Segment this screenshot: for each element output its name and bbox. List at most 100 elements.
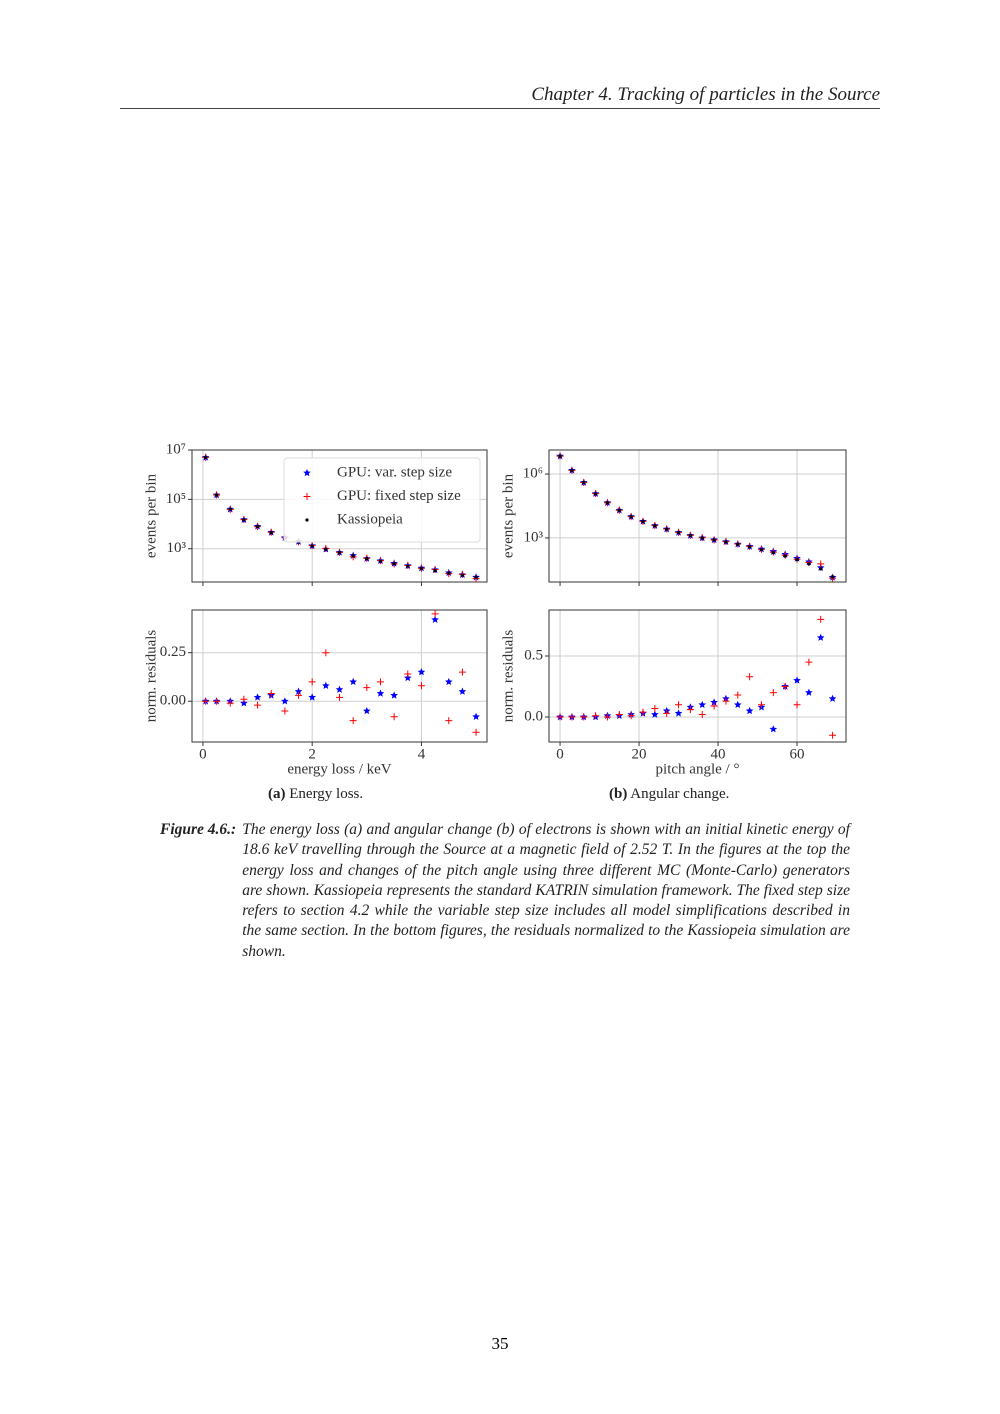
legend-box (283, 457, 481, 543)
plus-marker (349, 717, 357, 725)
plus-marker (592, 712, 600, 720)
plus-marker (417, 682, 425, 690)
dot-marker (783, 554, 787, 558)
plus-marker (281, 707, 289, 715)
dot-marker (712, 538, 716, 542)
y-tick-label: 10⁵ (166, 491, 186, 507)
star-marker (349, 677, 357, 686)
star-marker (417, 668, 426, 676)
y-tick-label: 0.5 (524, 647, 543, 663)
star-marker (698, 700, 707, 709)
dot-marker (653, 523, 657, 528)
plus-marker (675, 701, 683, 709)
y-axis-label: norm. residuals (143, 630, 159, 723)
plus-marker (363, 684, 371, 692)
dot-marker (324, 547, 328, 551)
legend-label: GPU: fixed step size (337, 488, 461, 504)
page-number: 35 (491, 1334, 509, 1353)
plus-marker (805, 658, 813, 666)
star-marker (805, 688, 813, 696)
x-tick-label: 40 (711, 746, 726, 762)
star-marker (294, 687, 303, 695)
dot-marker (214, 493, 219, 497)
plus-marker (651, 704, 659, 712)
dot-marker (558, 454, 562, 458)
y-axis-label: norm. residuals (500, 630, 516, 723)
dot-marker (641, 519, 645, 523)
plus-marker (458, 668, 466, 676)
plus-marker (226, 699, 234, 707)
dot-marker (570, 468, 574, 472)
star-marker (281, 697, 289, 705)
plus-marker (267, 689, 275, 697)
x-tick-label: 20 (632, 746, 647, 762)
dot-marker (305, 518, 309, 522)
star-marker (363, 706, 371, 715)
dot-marker (700, 536, 704, 540)
dot-marker (474, 575, 478, 579)
dot-marker (688, 533, 692, 538)
plus-marker (556, 713, 564, 721)
star-marker (769, 725, 778, 733)
dot-marker (676, 530, 681, 535)
star-marker (710, 698, 718, 706)
plus-marker (817, 615, 825, 623)
plus-marker (663, 709, 671, 717)
dot-marker (795, 558, 799, 562)
subcaption-label: (b) (609, 786, 628, 802)
y-axis-label: events per bin (500, 473, 516, 558)
dot-marker (433, 569, 437, 573)
subcaption: (a) Energy loss. (268, 786, 363, 803)
dot-marker (594, 492, 598, 496)
star-marker (253, 693, 262, 701)
dot-marker (807, 562, 811, 566)
star-marker (745, 706, 754, 715)
legend-label: GPU: var. step size (337, 464, 452, 480)
dot-marker (419, 566, 424, 570)
dot-marker (310, 544, 314, 548)
plus-marker (829, 731, 837, 739)
y-tick-label: 0.25 (160, 644, 186, 660)
plus-marker (445, 717, 453, 725)
y-tick-label: 10³ (524, 529, 544, 545)
dot-marker (830, 575, 835, 579)
plus-marker (568, 713, 576, 721)
plot-frame (548, 609, 847, 743)
dot-marker (351, 554, 355, 558)
plus-marker (722, 697, 730, 705)
dot-marker (724, 540, 728, 544)
dot-marker (255, 524, 260, 529)
plus-marker (303, 493, 311, 500)
y-tick-label: 0.00 (160, 693, 186, 709)
dot-marker (378, 559, 383, 563)
star-marker (733, 700, 742, 709)
plus-marker (580, 713, 588, 721)
star-marker (674, 709, 683, 717)
x-tick-label: 0 (199, 746, 207, 762)
dot-marker (392, 562, 396, 566)
y-tick-label: 10⁷ (166, 441, 186, 457)
plus-marker (336, 693, 343, 701)
plot-frame (191, 609, 488, 743)
x-tick-label: 2 (308, 746, 316, 762)
legend-label: Kassiopeia (337, 511, 403, 527)
star-marker (828, 694, 837, 702)
caption-label: Figure 4.6.: (160, 821, 237, 838)
plus-marker (322, 649, 330, 657)
star-marker (793, 676, 801, 684)
subcaption: (b) Angular change. (609, 786, 729, 803)
star-marker (308, 693, 316, 701)
dot-marker (629, 515, 633, 519)
header-rule (120, 108, 880, 109)
subcaption-label: (a) (268, 786, 286, 802)
dot-marker (736, 542, 740, 546)
plus-marker (295, 691, 303, 699)
plus-marker (472, 728, 480, 736)
caption-text: The energy loss (a) and angular change (… (242, 821, 850, 960)
star-marker (303, 469, 311, 477)
plus-marker (213, 697, 221, 705)
dot-marker (242, 518, 246, 522)
plus-marker (734, 691, 742, 699)
